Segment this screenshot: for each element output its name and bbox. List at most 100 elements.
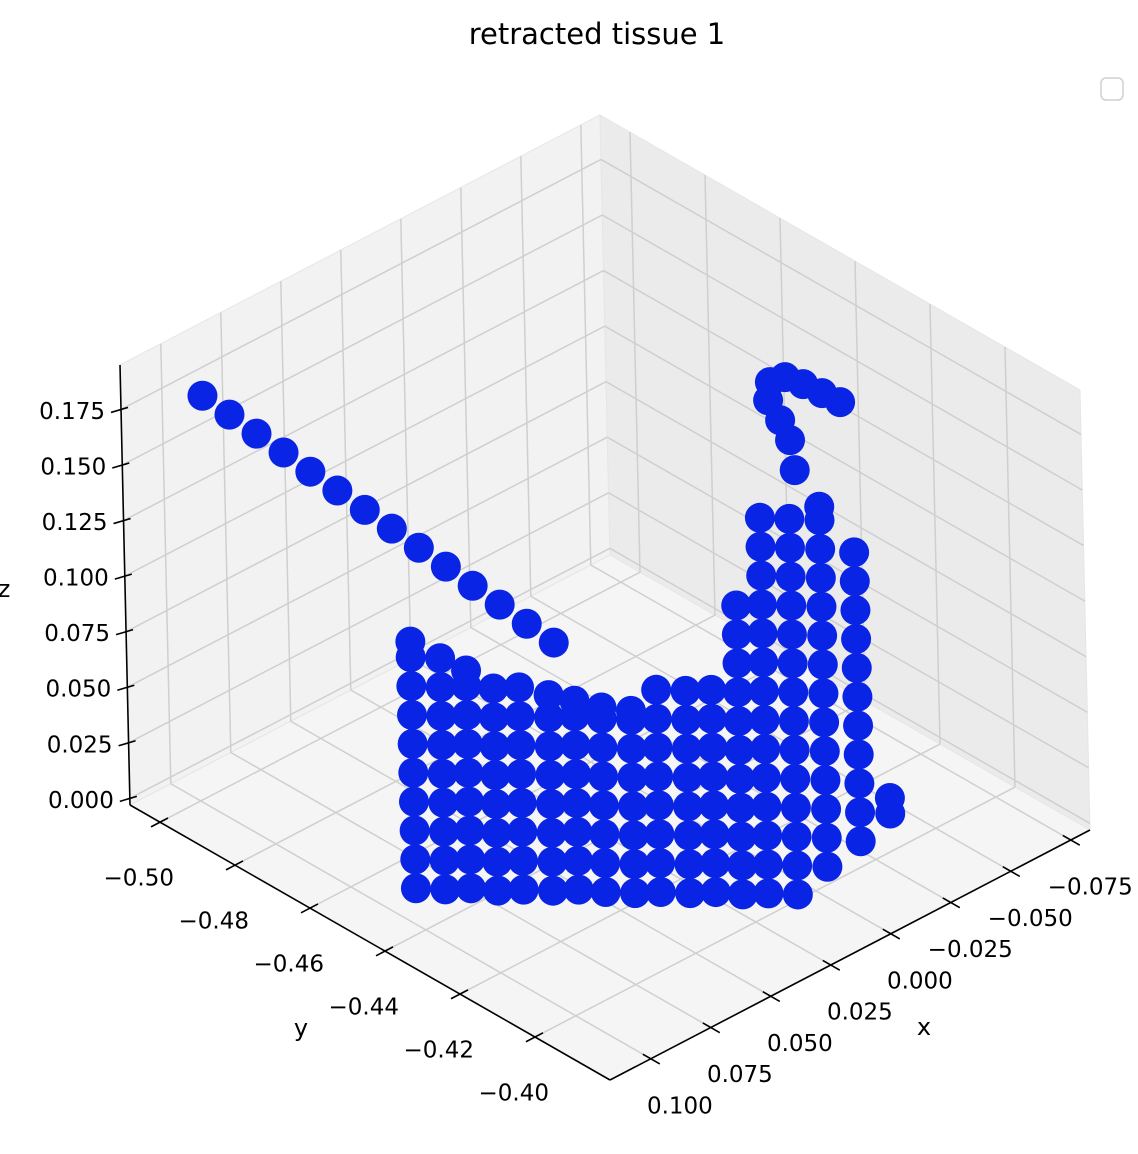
point [642,732,673,763]
point [645,848,676,879]
point [776,619,807,650]
point [403,532,434,563]
z-tick-label: 0.125 [42,510,108,536]
point [455,873,486,904]
z-tick-label: 0.075 [44,621,110,647]
point [399,815,430,846]
point [376,513,407,544]
point [427,758,458,789]
point [560,730,591,761]
x-tick-label: −0.075 [1048,875,1133,901]
point [616,733,647,764]
point [673,791,704,822]
x-tick [1002,865,1021,878]
y-tick [150,817,169,828]
point [721,619,752,650]
y-tick-label: −0.42 [404,1038,474,1064]
grid-line [601,214,1083,491]
point [721,590,752,621]
panes [119,114,1092,1081]
point [588,790,619,821]
point [806,591,837,622]
z-tick [113,517,131,525]
point [479,731,510,762]
point [534,731,565,762]
point [698,790,729,821]
point [845,797,876,828]
point [753,878,784,909]
x-tick [702,1022,721,1034]
point [586,692,617,723]
grid-line [530,595,1012,872]
point [618,820,649,851]
point [675,878,706,909]
point [506,759,537,790]
z-tick [115,628,134,636]
y-tick [375,946,394,957]
grid-line [704,175,716,616]
z-tick-label: 0.050 [45,677,111,703]
point [748,647,779,678]
point [700,848,731,879]
point [641,703,672,734]
grid-line [600,158,1082,436]
grid-line [126,436,608,688]
grid-line [580,124,592,566]
point [775,561,806,592]
x-tick-label: 0.050 [767,1031,833,1057]
axes [110,364,1091,1081]
z-tick-label: 0.000 [48,788,114,814]
grid-line [124,325,606,577]
x-axis-label: x [917,1013,931,1041]
point [746,560,777,591]
point [780,792,811,823]
point [782,850,813,881]
point-cloud [187,362,906,910]
point [429,816,460,847]
point [809,707,840,738]
x-tick [822,959,841,971]
point [746,589,777,620]
point [809,736,840,767]
grid-line [460,187,472,628]
grid-line [520,156,532,597]
point [700,877,731,908]
y-tick-label: −0.40 [479,1081,549,1107]
y-axis-line [129,804,611,1081]
point [562,816,593,847]
point [752,849,783,880]
point [453,757,484,788]
point [617,762,648,793]
point [747,618,778,649]
point [842,681,873,712]
z-tick [114,573,133,580]
point [841,652,872,683]
z-tick [118,740,136,747]
point [723,677,754,708]
chart-title: retracted tissue 1 [469,17,726,51]
point [430,551,461,582]
y-tick [450,989,469,1000]
point [776,590,807,621]
point [752,820,783,851]
point [400,873,431,904]
z-axis-label: z [0,575,10,603]
y-tick [225,860,244,871]
grid-line [629,132,641,573]
point [750,762,781,793]
point [454,815,485,846]
x-tick-label: 0.075 [707,1062,773,1088]
point [641,674,672,705]
point [589,819,620,850]
grid-line [534,786,1016,1038]
z-tick [117,684,135,691]
point [698,761,729,792]
point [672,762,703,793]
grid-line [120,158,602,411]
point [535,760,566,791]
point [538,627,569,658]
point [397,699,428,730]
point [751,791,782,822]
point [536,817,567,848]
